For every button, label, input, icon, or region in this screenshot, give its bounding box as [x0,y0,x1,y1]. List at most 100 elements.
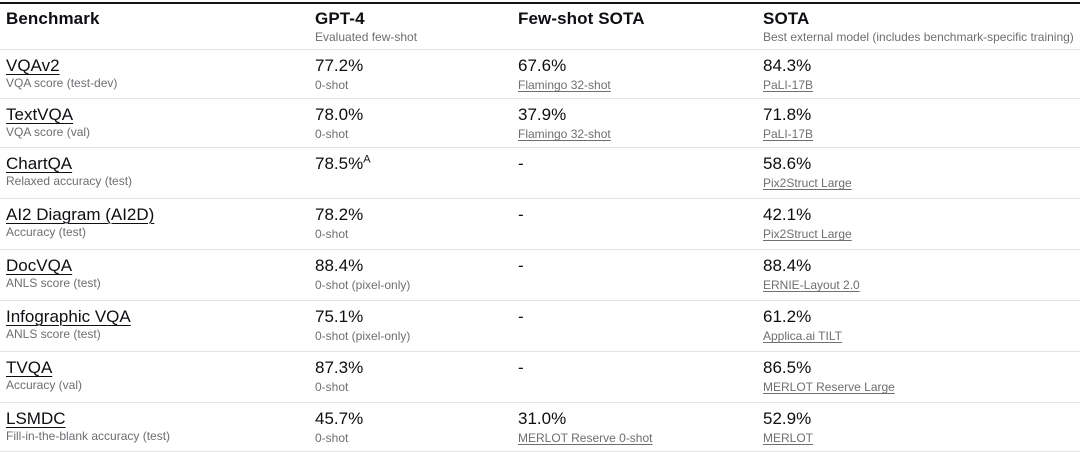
fewshot-sota-score: 31.0% [518,409,567,428]
sota-score: 88.4% [763,256,812,275]
fewshot-sota-cell: 37.9% Flamingo 32-shot [518,105,763,143]
table-row: LSMDC Fill-in-the-blank accuracy (test) … [0,403,1080,452]
column-header-gpt4: GPT-4 Evaluated few-shot [315,9,518,45]
benchmark-link[interactable]: VQAv2 [6,56,60,75]
gpt4-cell: 87.3% 0-shot [315,358,518,398]
column-header-label: SOTA [763,9,810,28]
gpt4-score-value: 77.2% [315,56,364,75]
benchmark-cell: TextVQA VQA score (val) [6,105,315,143]
benchmark-cell: AI2 Diagram (AI2D) Accuracy (test) [6,205,315,245]
gpt4-score: 78.0% [315,105,518,125]
fewshot-sota-model-link[interactable]: Flamingo 32-shot [518,127,611,141]
benchmark-link[interactable]: LSMDC [6,409,66,428]
sota-cell: 86.5% MERLOT Reserve Large [763,358,1080,398]
fewshot-sota-model-link[interactable]: MERLOT Reserve 0-shot [518,431,653,445]
sota-model-link[interactable]: Pix2Struct Large [763,176,852,190]
gpt4-cell: 78.5%A [315,154,518,194]
sota-cell: 52.9% MERLOT [763,409,1080,447]
column-header-sublabel: Evaluated few-shot [315,30,418,44]
gpt4-score-value: 78.2% [315,205,364,224]
gpt4-score-value: 78.0% [315,105,364,124]
gpt4-score-note: 0-shot [315,431,349,445]
gpt4-score: 87.3% [315,358,518,378]
fewshot-sota-cell: - [518,205,763,245]
fewshot-sota-cell: - [518,256,763,296]
sota-score: 86.5% [763,358,812,377]
gpt4-score-value: 88.4% [315,256,364,275]
column-header-label: Few-shot SOTA [518,9,645,28]
benchmark-metric: Accuracy (test) [6,225,87,239]
benchmark-link[interactable]: TVQA [6,358,53,377]
table-row: TextVQA VQA score (val) 78.0% 0-shot 37.… [0,99,1080,148]
benchmark-metric: VQA score (test-dev) [6,76,118,90]
benchmark-metric: Accuracy (val) [6,378,83,392]
benchmark-cell: TVQA Accuracy (val) [6,358,315,398]
benchmark-cell: ChartQA Relaxed accuracy (test) [6,154,315,194]
benchmark-link[interactable]: TextVQA [6,105,74,124]
sota-model-link[interactable]: ERNIE-Layout 2.0 [763,278,860,292]
fewshot-sota-score: 37.9% [518,105,567,124]
table-row: DocVQA ANLS score (test) 88.4% 0-shot (p… [0,250,1080,301]
gpt4-score: 75.1% [315,307,518,327]
sota-model-link[interactable]: PaLI-17B [763,127,814,141]
benchmark-metric: ANLS score (test) [6,327,101,341]
gpt4-cell: 77.2% 0-shot [315,56,518,94]
fewshot-sota-score: - [518,256,524,275]
gpt4-score: 77.2% [315,56,518,76]
column-header-sublabel [6,30,315,45]
gpt4-score-value: 75.1% [315,307,364,326]
fewshot-sota-model-link[interactable]: Flamingo 32-shot [518,78,611,92]
gpt4-score-note: 0-shot (pixel-only) [315,278,411,292]
benchmark-metric: VQA score (val) [6,125,91,139]
benchmark-cell: DocVQA ANLS score (test) [6,256,315,296]
fewshot-sota-cell: 67.6% Flamingo 32-shot [518,56,763,94]
sota-score: 71.8% [763,105,812,124]
table-row: Infographic VQA ANLS score (test) 75.1% … [0,301,1080,352]
column-header-label: GPT-4 [315,9,365,28]
sota-model-link[interactable]: MERLOT Reserve Large [763,380,895,394]
sota-model-link[interactable]: Pix2Struct Large [763,227,852,241]
gpt4-score-note: 0-shot [315,380,349,394]
column-header-sota: SOTA Best external model (includes bench… [763,9,1080,45]
fewshot-sota-cell: - [518,307,763,347]
sota-cell: 71.8% PaLI-17B [763,105,1080,143]
sota-score: 61.2% [763,307,812,326]
gpt4-score-note: 0-shot (pixel-only) [315,329,411,343]
gpt4-score: 78.2% [315,205,518,225]
sota-cell: 58.6% Pix2Struct Large [763,154,1080,194]
sota-model-link[interactable]: PaLI-17B [763,78,814,92]
gpt4-cell: 78.0% 0-shot [315,105,518,143]
column-header-sublabel: Best external model (includes benchmark-… [763,30,1074,44]
gpt4-score: 88.4% [315,256,518,276]
sota-model-link[interactable]: Applica.ai TILT [763,329,842,343]
benchmark-link[interactable]: DocVQA [6,256,73,275]
sota-score: 42.1% [763,205,812,224]
table-body: VQAv2 VQA score (test-dev) 77.2% 0-shot … [0,50,1080,452]
gpt4-score-value: 78.5% [315,154,364,173]
sota-cell: 88.4% ERNIE-Layout 2.0 [763,256,1080,296]
benchmark-link[interactable]: Infographic VQA [6,307,131,326]
gpt4-cell: 78.2% 0-shot [315,205,518,245]
benchmark-link[interactable]: AI2 Diagram (AI2D) [6,205,155,224]
benchmark-link[interactable]: ChartQA [6,154,73,173]
fewshot-sota-score: - [518,154,524,173]
table-row: TVQA Accuracy (val) 87.3% 0-shot - 86.5%… [0,352,1080,403]
table-row: VQAv2 VQA score (test-dev) 77.2% 0-shot … [0,50,1080,99]
fewshot-sota-score: - [518,358,524,377]
sota-score: 52.9% [763,409,812,428]
column-header-fewshot-sota: Few-shot SOTA [518,9,763,45]
gpt4-score-note: 0-shot [315,227,349,241]
fewshot-sota-score: - [518,205,524,224]
sota-model-link[interactable]: MERLOT [763,431,814,445]
sota-score: 58.6% [763,154,812,173]
benchmark-cell: LSMDC Fill-in-the-blank accuracy (test) [6,409,315,447]
fewshot-sota-cell: 31.0% MERLOT Reserve 0-shot [518,409,763,447]
sota-score: 84.3% [763,56,812,75]
column-header-sublabel [518,30,763,45]
gpt4-score-value: 87.3% [315,358,364,377]
benchmark-metric: Relaxed accuracy (test) [6,174,133,188]
benchmark-cell: VQAv2 VQA score (test-dev) [6,56,315,94]
gpt4-cell: 88.4% 0-shot (pixel-only) [315,256,518,296]
table-row: AI2 Diagram (AI2D) Accuracy (test) 78.2%… [0,199,1080,250]
